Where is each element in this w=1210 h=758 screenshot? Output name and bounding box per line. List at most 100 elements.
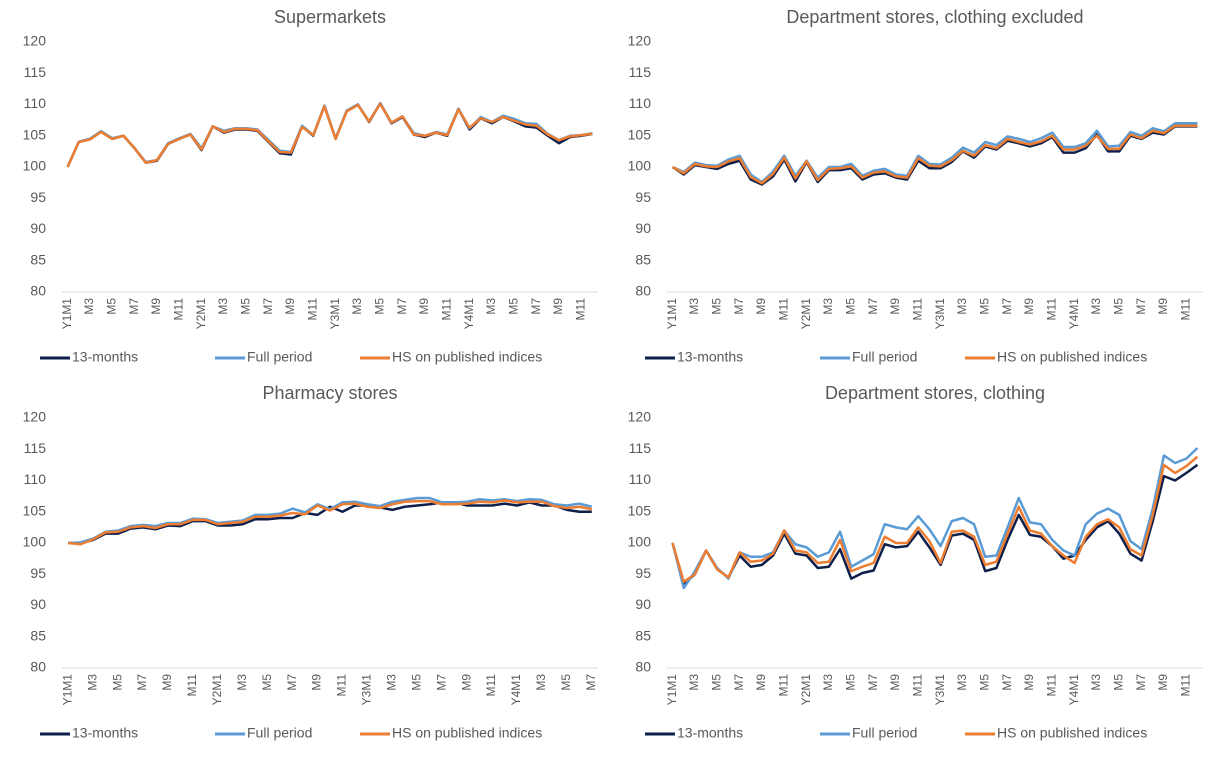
x-tick-label: M5	[977, 674, 991, 691]
x-tick-label: M11	[335, 674, 349, 697]
x-tick-label: M9	[459, 674, 473, 691]
y-tick-label: 85	[635, 627, 651, 643]
legend-label: HS on published indices	[392, 349, 542, 365]
x-tick-label: M3	[484, 298, 498, 315]
y-tick-label: 105	[628, 502, 652, 518]
x-tick-label: M9	[754, 674, 768, 691]
x-tick-label: M11	[305, 298, 319, 321]
x-tick-label: M11	[439, 298, 453, 321]
legend-label: Full period	[852, 725, 917, 741]
y-tick-label: 80	[635, 283, 651, 299]
x-tick-label: M5	[110, 674, 124, 691]
x-tick-label: M5	[559, 674, 573, 691]
x-tick-label: M3	[955, 674, 969, 691]
x-tick-label: M3	[350, 298, 364, 315]
x-tick-label: Y3M1	[933, 674, 947, 706]
series-line	[66, 102, 593, 168]
x-tick-label: M9	[1156, 674, 1170, 691]
x-tick-label: M11	[910, 298, 924, 321]
chart-title: Supermarkets	[274, 7, 386, 27]
y-tick-label: 105	[23, 502, 47, 518]
x-tick-label: M5	[372, 298, 386, 315]
x-tick-label: M3	[821, 674, 835, 691]
y-tick-label: 95	[635, 565, 651, 581]
x-tick-label: M11	[776, 674, 790, 697]
x-tick-label: M9	[754, 298, 768, 315]
x-tick-label: M5	[709, 674, 723, 691]
x-tick-label: M7	[135, 674, 149, 691]
y-tick-label: 100	[23, 158, 47, 174]
x-tick-label: M11	[1044, 674, 1058, 697]
series-line	[672, 122, 1198, 184]
x-tick-label: M11	[573, 298, 587, 321]
series-line	[671, 125, 1198, 186]
x-tick-label: Y4M1	[1067, 674, 1081, 706]
x-tick-label: M11	[1178, 674, 1192, 697]
legend-label: Full period	[247, 349, 312, 365]
x-tick-label: M11	[484, 674, 498, 697]
y-tick-label: 95	[30, 189, 46, 205]
x-tick-label: M9	[1156, 298, 1170, 315]
y-tick-label: 120	[23, 409, 47, 425]
x-tick-label: M3	[85, 674, 99, 691]
x-tick-label: M7	[866, 298, 880, 315]
x-tick-label: M5	[238, 298, 252, 315]
x-tick-label: M3	[955, 298, 969, 315]
x-tick-label: M5	[104, 298, 118, 315]
y-tick-label: 120	[628, 409, 652, 425]
y-tick-label: 115	[24, 440, 47, 456]
x-tick-label: M5	[843, 674, 857, 691]
x-tick-label: Y2M1	[210, 674, 224, 706]
x-tick-label: M3	[687, 298, 701, 315]
x-tick-label: Y1M1	[665, 298, 679, 330]
x-tick-label: M7	[1134, 298, 1148, 315]
y-tick-label: 80	[30, 283, 46, 299]
legend-label: 13-months	[72, 725, 138, 741]
x-tick-label: Y4M1	[462, 298, 476, 330]
x-tick-label: M9	[283, 298, 297, 315]
y-tick-label: 120	[23, 33, 47, 49]
y-tick-label: 100	[628, 534, 652, 550]
x-tick-label: M3	[1089, 674, 1103, 691]
y-tick-label: 110	[24, 471, 47, 487]
x-tick-label: M5	[1111, 674, 1125, 691]
x-tick-label: M9	[888, 674, 902, 691]
x-tick-label: M7	[434, 674, 448, 691]
x-tick-label: Y4M1	[509, 674, 523, 706]
y-tick-label: 80	[635, 659, 651, 675]
x-tick-label: M3	[1089, 298, 1103, 315]
x-tick-label: M7	[732, 674, 746, 691]
x-tick-label: M5	[1111, 298, 1125, 315]
legend-label: HS on published indices	[997, 349, 1147, 365]
x-tick-label: M11	[1044, 298, 1058, 321]
series-line	[671, 124, 1198, 185]
y-tick-label: 90	[635, 220, 651, 236]
legend-label: Full period	[852, 349, 917, 365]
x-tick-label: M11	[171, 298, 185, 321]
x-tick-label: M9	[149, 298, 163, 315]
y-tick-label: 115	[629, 440, 652, 456]
x-tick-label: M9	[160, 674, 174, 691]
y-tick-label: 100	[628, 158, 652, 174]
series-line	[671, 463, 1199, 585]
x-tick-label: M7	[529, 298, 543, 315]
x-tick-label: M3	[534, 674, 548, 691]
y-tick-label: 95	[635, 189, 651, 205]
x-tick-label: M11	[910, 674, 924, 697]
legend-label: 13-months	[677, 349, 743, 365]
legend-label: HS on published indices	[392, 725, 542, 741]
series-line	[68, 499, 593, 546]
x-tick-label: M5	[843, 298, 857, 315]
y-tick-label: 80	[30, 659, 46, 675]
x-tick-label: M11	[1178, 298, 1192, 321]
x-tick-label: Y4M1	[1067, 298, 1081, 330]
x-tick-label: M9	[417, 298, 431, 315]
y-tick-label: 90	[635, 596, 651, 612]
x-tick-label: Y2M1	[194, 298, 208, 330]
legend-label: Full period	[247, 725, 312, 741]
x-tick-label: M7	[584, 674, 598, 691]
y-tick-label: 115	[629, 64, 652, 80]
x-tick-label: Y3M1	[933, 298, 947, 330]
y-tick-label: 95	[30, 565, 46, 581]
